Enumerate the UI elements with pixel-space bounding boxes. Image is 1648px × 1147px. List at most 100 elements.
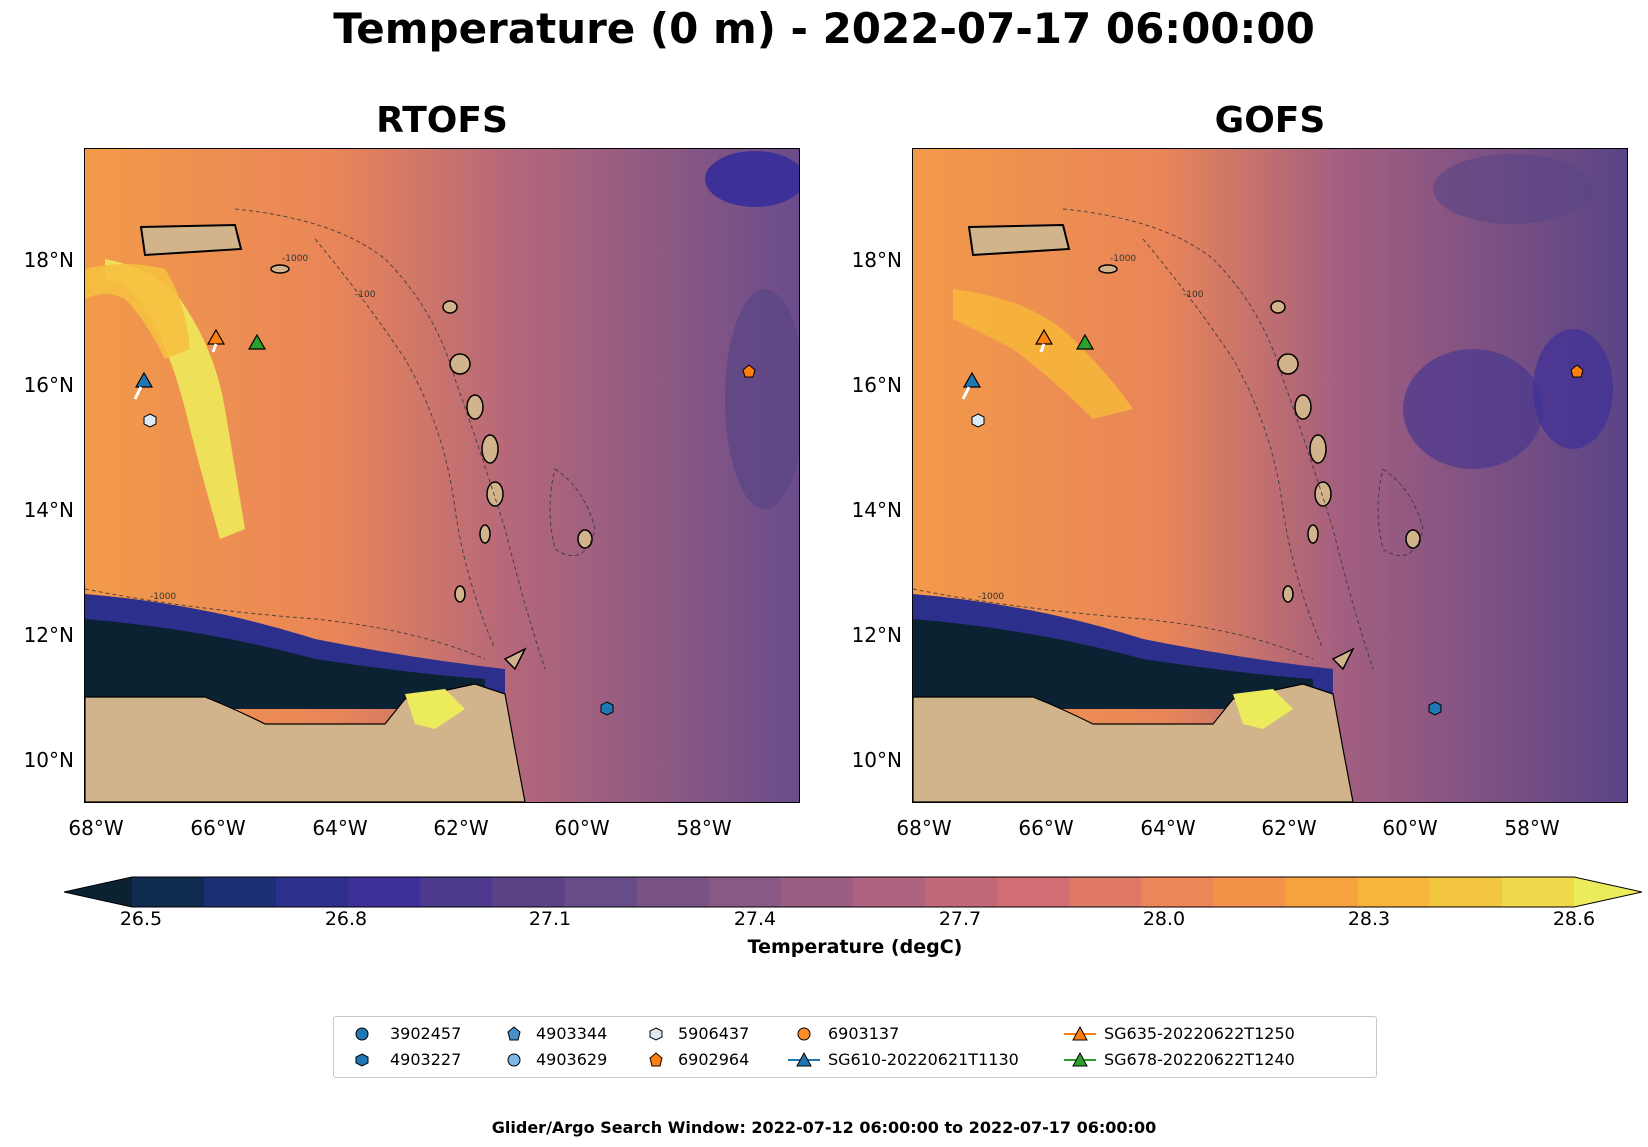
colorbar-tick: 27.7 bbox=[938, 908, 982, 930]
colorbar-tick: 27.4 bbox=[733, 908, 777, 930]
cool-patch bbox=[725, 289, 799, 509]
land-puerto-rico bbox=[967, 223, 1071, 257]
warm-region bbox=[953, 289, 1133, 419]
marker-5906437[interactable] bbox=[143, 413, 157, 428]
y-tick-label: 18°N bbox=[851, 248, 902, 272]
x-tick-label: 68°W bbox=[68, 816, 124, 840]
x-tick-label: 60°W bbox=[1382, 816, 1438, 840]
colorbar-segment bbox=[636, 877, 710, 907]
x-tick-label: 62°W bbox=[1261, 816, 1317, 840]
land-lesser-antilles bbox=[1098, 264, 1421, 671]
colorbar bbox=[64, 876, 1642, 908]
colorbar-segment bbox=[1285, 877, 1359, 907]
x-tick-label: 62°W bbox=[433, 816, 489, 840]
x-tick-label: 58°W bbox=[1504, 816, 1560, 840]
marker-sg610[interactable] bbox=[134, 371, 154, 388]
y-tick-label: 18°N bbox=[23, 248, 74, 272]
colorbar-segment bbox=[204, 877, 277, 907]
glider-track bbox=[961, 386, 971, 400]
warm-gulf bbox=[405, 689, 465, 729]
cool-patch bbox=[1403, 349, 1543, 469]
panel-title-gofs: GOFS bbox=[1214, 100, 1326, 141]
map-panel-rtofs[interactable]: -1000 -100 -1000 bbox=[84, 148, 800, 803]
colorbar-tick: 26.5 bbox=[119, 908, 163, 930]
contour-label: -100 bbox=[355, 290, 376, 300]
x-tick-label: 64°W bbox=[1140, 816, 1196, 840]
glider-track bbox=[133, 386, 143, 400]
y-tick-label: 16°N bbox=[23, 373, 74, 397]
land-puerto-rico bbox=[139, 223, 243, 257]
colorbar-segment bbox=[276, 877, 349, 907]
colorbar-segment bbox=[997, 877, 1070, 907]
warm-plume bbox=[105, 259, 245, 539]
x-tick-label: 60°W bbox=[554, 816, 610, 840]
marker-sg678[interactable] bbox=[247, 333, 267, 350]
colorbar-tick: 28.6 bbox=[1552, 908, 1596, 930]
warm-gulf bbox=[1233, 689, 1293, 729]
colorbar-segment bbox=[564, 877, 638, 907]
x-tick-label: 68°W bbox=[896, 816, 952, 840]
cold-band bbox=[85, 619, 485, 709]
colorbar-segment bbox=[420, 877, 494, 907]
cool-patch bbox=[705, 151, 799, 207]
map-frame: -1000 -100 -1000 bbox=[84, 148, 800, 803]
marker-4903227[interactable] bbox=[600, 701, 614, 716]
contour-label: -1000 bbox=[150, 592, 176, 602]
map-panel-gofs[interactable]: -1000 -100 -1000 bbox=[912, 148, 1628, 803]
colorbar-segment bbox=[1141, 877, 1215, 907]
x-tick-label: 64°W bbox=[312, 816, 368, 840]
marker-4903227[interactable] bbox=[1428, 701, 1442, 716]
contour-label: -1000 bbox=[978, 592, 1004, 602]
y-tick-label: 12°N bbox=[23, 623, 74, 647]
contour-label: -1000 bbox=[282, 254, 308, 264]
glider-track bbox=[211, 343, 218, 353]
y-tick-label: 16°N bbox=[851, 373, 902, 397]
glider-track bbox=[1039, 343, 1046, 353]
land-lesser-antilles bbox=[270, 264, 593, 671]
colorbar-segment bbox=[1501, 877, 1575, 907]
cold-band bbox=[913, 619, 1313, 709]
y-tick-label: 14°N bbox=[23, 498, 74, 522]
colorbar-tick: 28.0 bbox=[1142, 908, 1186, 930]
map-frame: -1000 -100 -1000 bbox=[912, 148, 1628, 803]
colorbar-extend-low bbox=[64, 877, 132, 907]
marker-6902964[interactable] bbox=[742, 364, 756, 378]
colorbar-segment bbox=[348, 877, 421, 907]
colorbar-tick: 28.3 bbox=[1347, 908, 1391, 930]
colorbar-extend-high bbox=[1574, 877, 1642, 907]
marker-sg610[interactable] bbox=[962, 371, 982, 388]
search-window-note: Glider/Argo Search Window: 2022-07-12 06… bbox=[491, 1118, 1157, 1137]
marker-sg678[interactable] bbox=[1075, 333, 1095, 350]
colorbar-segment bbox=[780, 877, 854, 907]
warm-region bbox=[85, 264, 190, 359]
marker-6902964[interactable] bbox=[1570, 364, 1584, 378]
panel-title-rtofs: RTOFS bbox=[376, 100, 508, 141]
colorbar-segment bbox=[1069, 877, 1142, 907]
x-tick-label: 66°W bbox=[1018, 816, 1074, 840]
colorbar-segment bbox=[1213, 877, 1287, 907]
colorbar-segment bbox=[132, 877, 205, 907]
colorbar-segment bbox=[853, 877, 926, 907]
y-tick-label: 12°N bbox=[851, 623, 902, 647]
colorbar-segment bbox=[708, 877, 782, 907]
figure-title: Temperature (0 m) - 2022-07-17 06:00:00 bbox=[333, 4, 1315, 53]
colorbar-segment bbox=[492, 877, 566, 907]
marker-5906437[interactable] bbox=[971, 413, 985, 428]
colorbar-outline bbox=[64, 876, 1642, 908]
contour-label: -1000 bbox=[1110, 254, 1136, 264]
x-tick-label: 66°W bbox=[190, 816, 246, 840]
colorbar-tick: 26.8 bbox=[324, 908, 368, 930]
x-tick-label: 58°W bbox=[676, 816, 732, 840]
contour-label: -100 bbox=[1183, 290, 1204, 300]
colorbar-segment bbox=[1357, 877, 1431, 907]
y-tick-label: 10°N bbox=[23, 748, 74, 772]
y-tick-label: 14°N bbox=[851, 498, 902, 522]
colorbar-label: Temperature (degC) bbox=[747, 936, 963, 958]
colorbar-segment bbox=[1429, 877, 1503, 907]
colorbar-tick: 27.1 bbox=[528, 908, 572, 930]
legend: 3902457 4903227 4903344 4903629 5906437 … bbox=[333, 1016, 1377, 1078]
map-rtofs-svg: -1000 -100 -1000 bbox=[85, 149, 799, 802]
cool-patch bbox=[1433, 154, 1593, 224]
colorbar-segment bbox=[925, 877, 998, 907]
bathymetry-contours bbox=[85, 208, 596, 670]
